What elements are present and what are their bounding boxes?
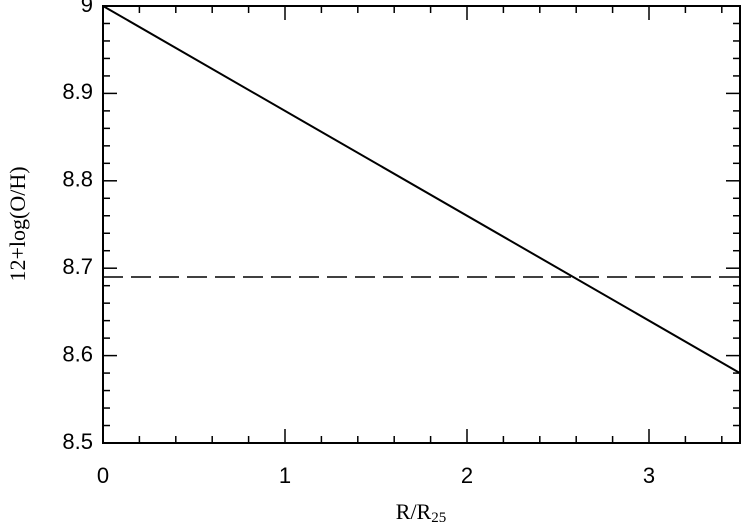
x-axis-label: R/R25 <box>396 499 446 526</box>
plot-frame <box>102 5 741 444</box>
y-tick-label: 8.7 <box>62 254 93 279</box>
x-tick-label: 3 <box>643 463 655 488</box>
x-tick-label: 0 <box>97 463 109 488</box>
y-axis-label: 12+log(O/H) <box>5 166 30 281</box>
x-label-main: R/R <box>396 499 432 524</box>
y-tick-label: 8.8 <box>62 167 93 192</box>
x-tick-label: 1 <box>279 463 291 488</box>
y-tick-label: 8.6 <box>62 341 93 366</box>
y-tick-label: 9 <box>81 0 93 17</box>
y-tick-label: 8.5 <box>62 429 93 454</box>
y-tick-label: 8.9 <box>62 79 93 104</box>
x-tick-label: 2 <box>461 463 473 488</box>
x-label-subscript: 25 <box>431 510 446 526</box>
data-line <box>102 5 741 374</box>
